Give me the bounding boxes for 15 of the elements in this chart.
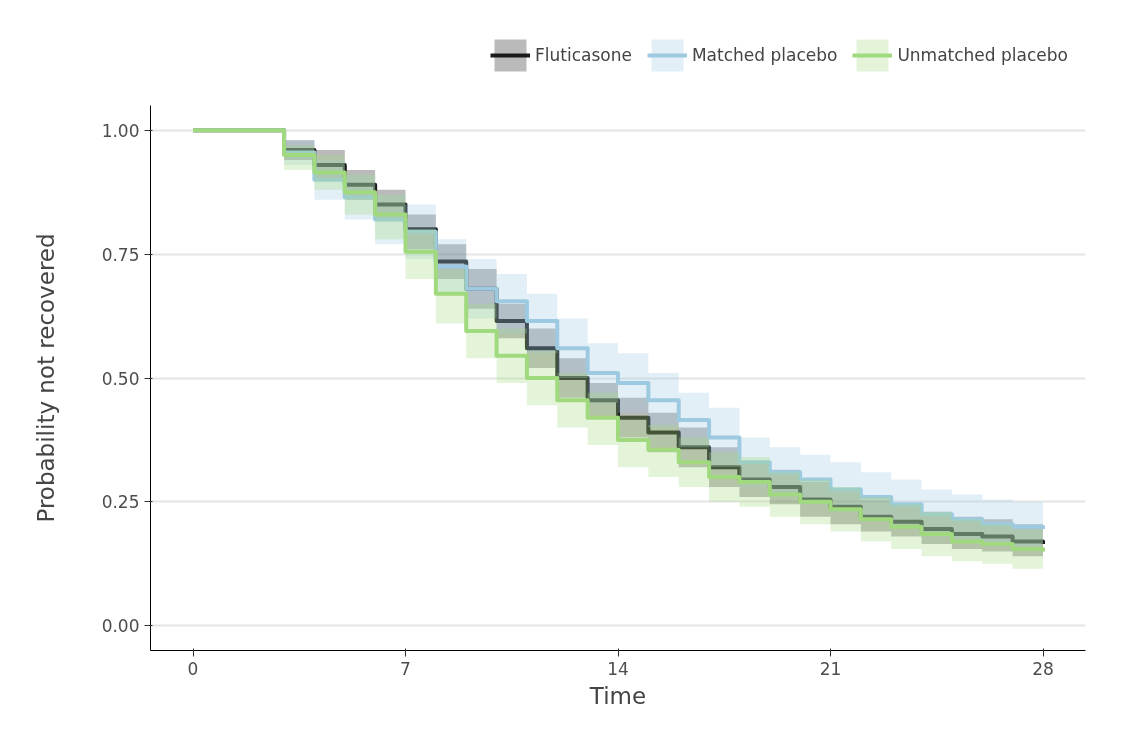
y-tick-label: 0.75 — [101, 244, 140, 265]
legend-label: Matched placebo — [691, 45, 838, 65]
y-axis-title: Probability not recovered — [32, 233, 59, 523]
y-tick-label: 1.00 — [101, 120, 140, 141]
x-axis-title: Time — [588, 682, 647, 709]
legend-label: Unmatched placebo — [897, 45, 1068, 65]
y-tick-label: 0.50 — [101, 368, 140, 389]
legend-label: Fluticasone — [535, 45, 632, 65]
y-tick-label: 0.25 — [101, 492, 140, 513]
x-tick-label: 21 — [819, 658, 842, 679]
x-tick-label: 7 — [400, 658, 411, 679]
y-tick-label: 0.00 — [101, 616, 140, 637]
x-tick-label: 0 — [187, 658, 199, 679]
x-tick-label: 28 — [1032, 658, 1054, 679]
x-tick-label: 14 — [607, 658, 629, 679]
